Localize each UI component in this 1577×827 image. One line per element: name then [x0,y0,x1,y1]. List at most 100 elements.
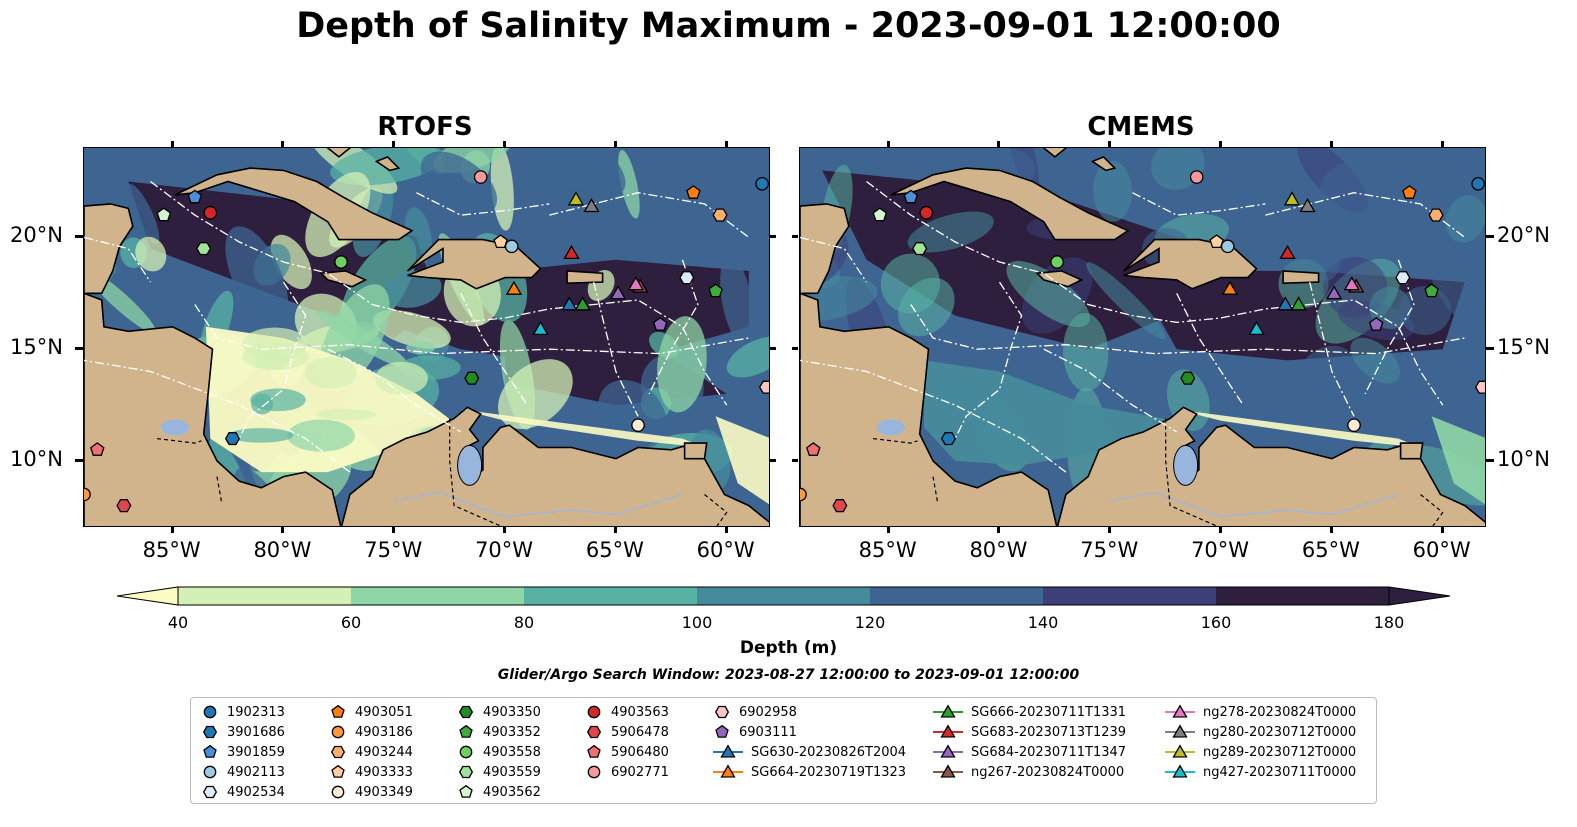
eddy-feature [135,236,167,272]
colorbar-tick-label: 120 [854,613,886,632]
legend-entry: 4903350 [455,702,541,722]
legend-label: 4903349 [355,784,413,800]
land-bahamasb [374,155,401,172]
obs-marker-sg664-20230719t1323 [505,280,523,295]
land-jamaica [1035,270,1084,288]
y-tick-mark [770,458,776,462]
lake-maracaibo [457,444,483,486]
obs-marker-4903350 [464,371,480,385]
hexagon-marker-icon [458,765,474,779]
legend-entry: SG684-20230711T1347 [931,742,1126,762]
obs-marker-4903333 [1209,234,1224,249]
x-tick-mark [613,526,617,533]
hexagon-marker-icon [202,725,218,739]
obs-marker-4903559 [196,242,212,256]
search-window-text: Glider/Argo Search Window: 2023-08-27 12… [497,667,1080,683]
y-tick-mark [792,458,798,462]
eddy-feature [316,408,377,421]
legend-label: 4903562 [483,784,541,800]
eddy-feature [1350,337,1400,384]
legend-label: 4902534 [227,784,285,800]
land-centralamerica [800,292,1058,526]
legend-entry: 6902958 [711,702,797,722]
legend-marker [330,745,346,759]
eddy-feature [1006,260,1090,328]
x-tick-mark [997,141,1001,148]
x-tick-mark [1329,141,1333,148]
legend-marker [458,765,474,779]
obs-marker-4903333 [493,234,508,249]
obs-marker-ng427-20230711t0000 [532,320,549,336]
x-tick-mark [613,141,617,148]
colorbar-tick-label: 140 [1027,613,1059,632]
triangle-marker-icon [1165,724,1195,738]
eddy-feature [907,211,994,253]
eez-boundary [84,359,351,473]
coastal-shallow [1431,416,1485,505]
coastal-shallow [1176,409,1421,448]
colorbar-tick-label: 60 [340,613,362,632]
lake-maracaibo [1173,444,1199,486]
figure-title: Depth of Salinity Maximum - 2023-09-01 1… [296,6,1281,46]
obs-marker-ng280-20230712t0000 [1299,197,1316,213]
legend-label: 6902771 [611,764,669,780]
obs-marker-4903051 [1402,185,1417,199]
legend-entry: ng427-20230711T0000 [1163,762,1356,782]
x-tick-mark [1329,526,1333,533]
obs-marker-3901859 [187,189,203,204]
colorbar-segment [178,587,352,605]
eez-boundary [593,281,639,417]
y-tick-label-left: 10°N [10,446,63,471]
obs-marker-ng278-20230824t0000 [1343,276,1361,291]
eddy-feature [526,148,626,199]
legend-entry: 4902534 [199,782,285,802]
country-border [157,438,202,444]
legend-entry: ng280-20230712T0000 [1163,722,1356,742]
legend-marker [203,744,217,758]
legend-entry: 4903333 [327,762,413,782]
triangle-marker-icon [933,704,963,718]
obs-marker-ng289-20230712t0000 [567,191,585,206]
obs-marker-6903111 [652,316,668,331]
land-puertorico [1282,270,1320,285]
x-tick-label: 60°W [1412,538,1471,562]
x-tick-mark [392,141,396,148]
hexagon-marker-icon [202,785,218,799]
legend-entry: SG664-20230719T1323 [711,762,906,782]
legend-entry: SG683-20230713T1239 [931,722,1126,742]
legend-label: SG666-20230711T1331 [971,704,1127,720]
legend-label: SG664-20230719T1323 [751,764,907,780]
eddy-feature [372,310,451,349]
colorbar-tick-label: 80 [513,613,535,632]
colorbar-segment [697,587,871,605]
obs-marker-sg630-20230826t2004 [1277,296,1294,311]
x-tick-mark [281,526,285,533]
triangle-marker-icon [713,764,743,778]
legend-marker [940,704,956,718]
eez-boundary [416,192,550,216]
legend-label: SG630-20230826T2004 [751,744,907,760]
land-hispaniola [407,238,542,290]
eddy-feature [1063,313,1109,392]
land-cuba [890,167,1130,241]
y-tick-mark [1486,347,1494,351]
circle-marker-icon [331,725,345,739]
legend-entry: 5906478 [583,722,669,742]
colorbar-segment [1043,587,1217,605]
eddy-feature [1250,200,1340,283]
obs-marker-sg684-20230711t1347 [1325,285,1343,300]
land-cuba [174,167,414,241]
obs-marker-6902771 [1189,170,1204,184]
river [394,491,683,518]
eddy-feature [375,361,428,395]
legend-marker [720,764,736,778]
eez-boundary [327,348,462,433]
obs-marker-sg666-20230711t1331 [574,296,591,311]
y-tick-mark [792,235,798,239]
circle-marker-icon [587,765,601,779]
legend-label: SG684-20230711T1347 [971,744,1127,760]
circle-marker-icon [203,765,217,779]
y-tick-label-left: 15°N [10,335,63,360]
legend-entry: 6902771 [583,762,669,782]
x-tick-label: 75°W [1080,538,1139,562]
